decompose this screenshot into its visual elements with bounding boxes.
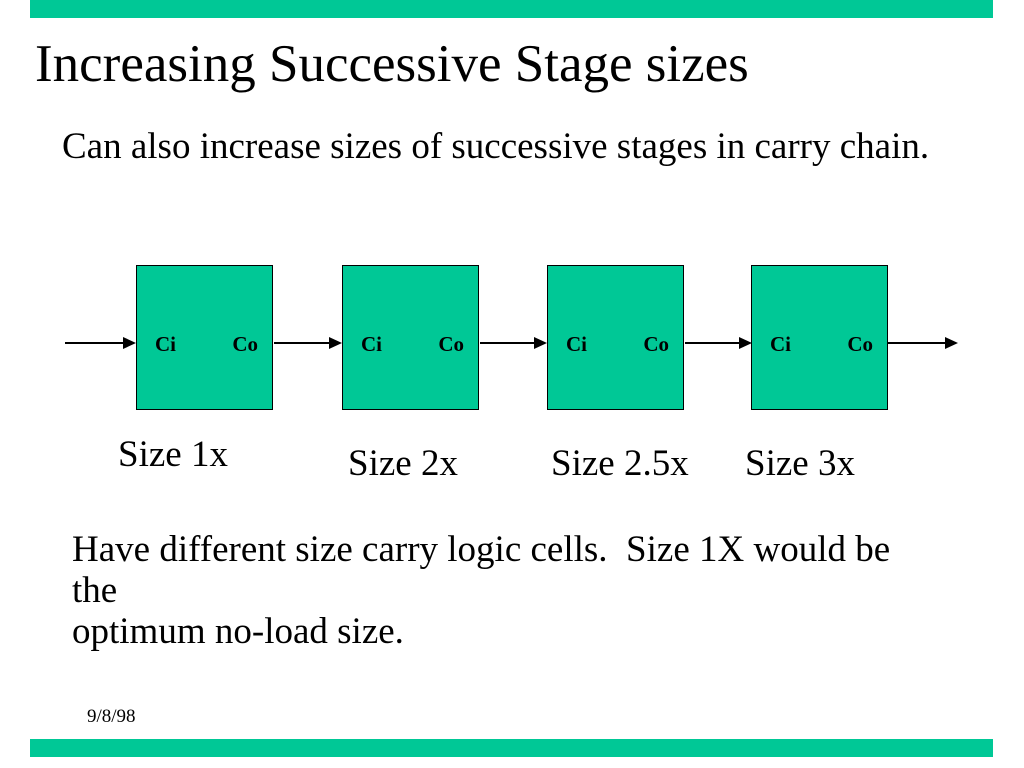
stage-pins: Ci Co — [752, 334, 887, 355]
carry-arrow-in — [65, 337, 136, 349]
stage-size-label-2: Size 2x — [348, 443, 458, 484]
stage-pins: Ci Co — [548, 334, 683, 355]
carry-in-label: Ci — [155, 332, 176, 356]
carry-out-label: Co — [643, 332, 669, 356]
carry-arrow-out — [888, 337, 958, 349]
carry-arrow-2-3 — [480, 337, 547, 349]
carry-in-label: Ci — [361, 332, 382, 356]
stage-box-2: Ci Co — [342, 265, 479, 410]
slide-title: Increasing Successive Stage sizes — [35, 35, 749, 93]
stage-box-4: Ci Co — [751, 265, 888, 410]
carry-out-label: Co — [847, 332, 873, 356]
carry-out-label: Co — [232, 332, 258, 356]
stage-box-3: Ci Co — [547, 265, 684, 410]
stage-size-label-3: Size 2.5x — [551, 443, 689, 484]
carry-arrow-1-2 — [274, 337, 342, 349]
carry-in-label: Ci — [566, 332, 587, 356]
top-accent-bar — [30, 0, 993, 18]
carry-arrow-3-4 — [685, 337, 752, 349]
carry-out-label: Co — [438, 332, 464, 356]
body-text: Have different size carry logic cells. S… — [72, 529, 891, 652]
bottom-accent-bar — [30, 739, 993, 757]
stage-pins: Ci Co — [137, 334, 272, 355]
stage-pins: Ci Co — [343, 334, 478, 355]
slide-date: 9/8/98 — [87, 706, 136, 727]
carry-in-label: Ci — [770, 332, 791, 356]
subtitle-text: Can also increase sizes of successive st… — [62, 126, 930, 167]
stage-size-label-4: Size 3x — [745, 443, 855, 484]
stage-box-1: Ci Co — [136, 265, 273, 410]
stage-size-label-1: Size 1x — [118, 434, 228, 475]
